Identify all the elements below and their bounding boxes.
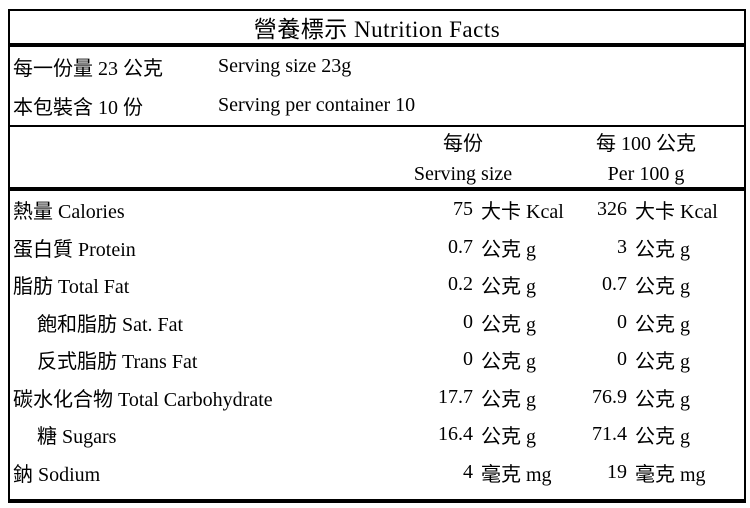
per-serving-unit: 公克 g — [481, 238, 536, 261]
per-serving-value: 17.7 — [438, 385, 473, 408]
per-serving-value: 16.4 — [438, 423, 473, 446]
column-header-per-serving-zh: 每份 — [443, 133, 483, 155]
per-serving-unit: 公克 g — [481, 276, 536, 299]
column-header-per-serving-en: Serving size — [413, 163, 513, 185]
serving-size-zh: 每一份量 23 公克 — [13, 58, 163, 80]
column-header-per-100g-en: Per 100 g — [607, 163, 685, 185]
per-100g-unit: 公克 g — [635, 313, 690, 336]
per-100g-unit: 公克 g — [635, 426, 690, 449]
column-header-per-100g-zh: 每 100 公克 — [596, 133, 696, 155]
per-serving-value: 4 — [463, 460, 473, 483]
serving-info-box: 每一份量 23 公克 Serving size 23g 本包裝含 10 份 Se… — [10, 47, 744, 127]
column-header-per-100g: 每 100 公克 Per 100 g — [556, 129, 736, 189]
nutrient-label: 碳水化合物 Total Carbohydrate — [13, 388, 273, 411]
nutrient-label: 蛋白質 Protein — [13, 238, 136, 261]
per-100g-unit: 公克 g — [635, 351, 690, 374]
nutrition-table: 熱量 Calories 75 大卡 Kcal 326 大卡 Kcal 蛋白質 P… — [10, 191, 744, 491]
per-100g-value: 0 — [617, 310, 627, 333]
column-header-per-serving: 每份 Serving size — [388, 129, 538, 189]
per-100g-unit: 毫克 mg — [635, 463, 706, 486]
per-serving-unit: 公克 g — [481, 313, 536, 336]
table-row-trans-fat: 反式脂肪 Trans Fat 0 公克 g 0 公克 g — [10, 341, 744, 379]
per-100g-value: 326 — [597, 198, 627, 221]
per-serving-value: 0 — [463, 348, 473, 371]
label-title: 營養標示 Nutrition Facts — [10, 11, 744, 47]
table-row-protein: 蛋白質 Protein 0.7 公克 g 3 公克 g — [10, 229, 744, 267]
table-row-sat-fat: 飽和脂肪 Sat. Fat 0 公克 g 0 公克 g — [10, 304, 744, 342]
per-serving-value: 0.7 — [448, 235, 473, 258]
per-serving-value: 0 — [463, 310, 473, 333]
per-100g-value: 71.4 — [592, 423, 627, 446]
table-row-total-fat: 脂肪 Total Fat 0.2 公克 g 0.7 公克 g — [10, 266, 744, 304]
header-spacer — [13, 129, 388, 189]
per-100g-value: 0.7 — [602, 273, 627, 296]
nutrient-label: 飽和脂肪 Sat. Fat — [37, 313, 184, 336]
nutrient-label: 糖 Sugars — [37, 426, 117, 449]
nutrient-label: 反式脂肪 Trans Fat — [37, 351, 198, 374]
per-100g-value: 3 — [617, 235, 627, 258]
per-serving-value: 0.2 — [448, 273, 473, 296]
per-100g-unit: 大卡 Kcal — [635, 201, 718, 224]
per-100g-value: 19 — [607, 460, 627, 483]
per-serving-unit: 大卡 Kcal — [481, 201, 564, 224]
per-serving-unit: 公克 g — [481, 426, 536, 449]
nutrition-label: 營養標示 Nutrition Facts 每一份量 23 公克 Serving … — [8, 9, 746, 503]
servings-per-container-zh: 本包裝含 10 份 — [13, 97, 143, 119]
table-row-sugars: 糖 Sugars 16.4 公克 g 71.4 公克 g — [10, 416, 744, 454]
nutrient-label: 鈉 Sodium — [13, 463, 101, 486]
header-right-margin — [736, 129, 744, 189]
nutrient-label: 熱量 Calories — [13, 201, 125, 224]
table-row-calories: 熱量 Calories 75 大卡 Kcal 326 大卡 Kcal — [10, 191, 744, 229]
per-100g-unit: 公克 g — [635, 388, 690, 411]
serving-size-en: Serving size 23g — [218, 55, 352, 77]
serving-size-row: 每一份量 23 公克 Serving size 23g — [13, 47, 744, 86]
per-100g-value: 76.9 — [592, 385, 627, 408]
per-100g-value: 0 — [617, 348, 627, 371]
table-row-sodium: 鈉 Sodium 4 毫克 mg 19 毫克 mg — [10, 454, 744, 492]
per-100g-unit: 公克 g — [635, 238, 690, 261]
per-100g-unit: 公克 g — [635, 276, 690, 299]
servings-per-container-en: Serving per container 10 — [218, 94, 416, 116]
per-serving-unit: 公克 g — [481, 351, 536, 374]
nutrient-label: 脂肪 Total Fat — [13, 276, 130, 299]
per-serving-unit: 毫克 mg — [481, 463, 552, 486]
per-serving-unit: 公克 g — [481, 388, 536, 411]
header-gap — [538, 129, 556, 189]
per-serving-value: 75 — [453, 198, 473, 221]
column-headers: 每份 Serving size 每 100 公克 Per 100 g — [10, 127, 744, 191]
table-row-carbohydrate: 碳水化合物 Total Carbohydrate 17.7 公克 g 76.9 … — [10, 379, 744, 417]
servings-per-container-row: 本包裝含 10 份 Serving per container 10 — [13, 86, 744, 125]
